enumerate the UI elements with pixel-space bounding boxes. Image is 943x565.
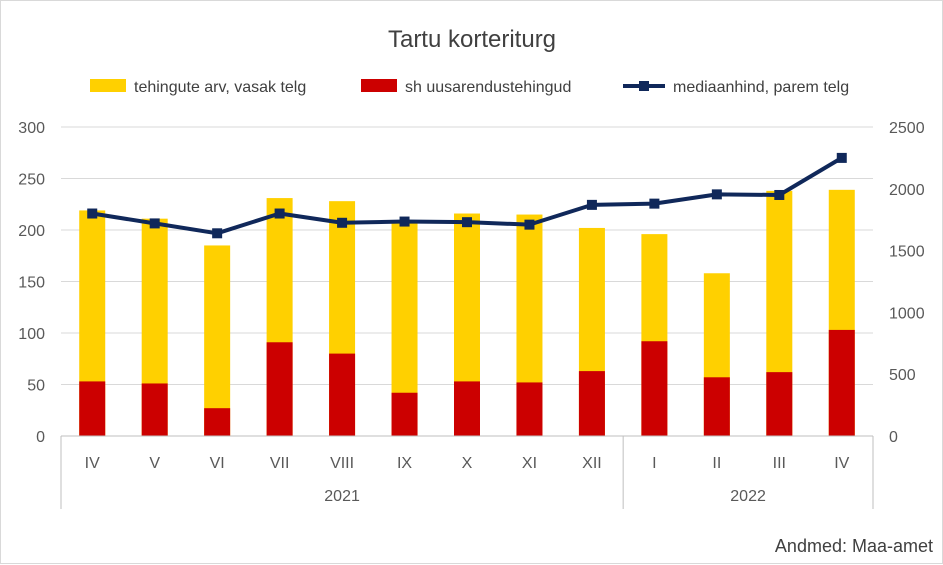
point-mediaanhind	[586, 199, 597, 210]
y-right-tick-label: 1500	[889, 244, 925, 261]
bar-uusarendustehingud	[766, 372, 793, 436]
bar-uusarendustehingud	[329, 353, 356, 436]
axes: 0 50 100 150 200 250 300 0 500 1000 1500 2000 2500 20…	[18, 120, 925, 509]
bar-uusarendustehingud	[828, 329, 855, 436]
x-axis-tick-label: V	[149, 455, 160, 472]
y-left-tick-label: 100	[18, 326, 45, 343]
point-mediaanhind	[149, 218, 160, 229]
y-left-tick-label: 300	[18, 120, 45, 137]
bar-uusarendustehingud	[454, 381, 480, 436]
bar-uusarendustehingud	[141, 383, 168, 436]
source-note: Andmed: Maa-amet	[775, 536, 933, 556]
y-left-tick-label: 50	[27, 378, 45, 395]
x-axis-tick-label: IV	[85, 455, 100, 472]
x-axis-tick-label: X	[462, 455, 473, 472]
bar-uusarendustehingud	[516, 382, 543, 436]
bar-uusarendustehingud	[391, 392, 418, 436]
legend-swatch-uusarendustehingud	[361, 79, 397, 92]
chart-title: Tartu korteriturg	[388, 26, 556, 53]
y-right-tick-label: 2500	[889, 120, 925, 137]
y-left-tick-label: 200	[18, 223, 45, 240]
y-left-tick-label: 150	[18, 275, 45, 292]
x-axis-tick-label: VII	[270, 455, 290, 472]
point-mediaanhind	[649, 198, 660, 209]
point-mediaanhind	[274, 208, 285, 219]
x-axis-tick-label: III	[773, 455, 786, 472]
legend: tehingute arv, vasak telg sh uusarendust…	[90, 79, 849, 96]
point-mediaanhind	[774, 189, 785, 200]
bar-tehingute-arv	[204, 245, 231, 436]
x-axis-tick-label: I	[652, 455, 656, 472]
point-mediaanhind	[462, 217, 472, 228]
point-mediaanhind	[836, 152, 847, 163]
bar-uusarendustehingud	[204, 408, 231, 436]
y-right-tick-label: 500	[889, 367, 916, 384]
median-price-line	[87, 152, 847, 239]
y-right-tick-label: 2000	[889, 182, 925, 199]
x-axis-tick-label: II	[712, 455, 721, 472]
x-axis-tick-label: VIII	[330, 455, 354, 472]
bar-uusarendustehingud	[79, 381, 106, 436]
x-axis-group-label: 2022	[730, 488, 766, 505]
legend-swatch-tehingute-arv	[90, 79, 126, 92]
y-left-tick-label: 0	[36, 429, 45, 446]
legend-label-uusarendustehingud: sh uusarendustehingud	[405, 79, 571, 96]
legend-label-mediaanhind: mediaanhind, parem telg	[673, 79, 849, 96]
y-right-tick-label: 0	[889, 429, 898, 446]
point-mediaanhind	[337, 217, 348, 228]
x-axis-group-label: 2021	[324, 488, 360, 505]
x-axis-tick-label: VI	[210, 455, 225, 472]
y-right-tick-label: 1000	[889, 305, 925, 322]
point-mediaanhind	[87, 208, 98, 219]
y-left-tick-label: 250	[18, 172, 45, 189]
bar-uusarendustehingud	[703, 377, 730, 436]
bar-uusarendustehingud	[578, 371, 605, 436]
point-mediaanhind	[524, 219, 535, 230]
legend-marker-mediaanhind	[639, 81, 649, 91]
bar-uusarendustehingud	[266, 342, 293, 436]
x-axis-tick-label: XII	[582, 455, 602, 472]
point-mediaanhind	[711, 189, 722, 200]
bar-uusarendustehingud	[641, 341, 668, 436]
x-axis-tick-label: XI	[522, 455, 537, 472]
point-mediaanhind	[212, 228, 223, 239]
x-axis-tick-label: IX	[397, 455, 412, 472]
x-axis-tick-label: IV	[834, 455, 849, 472]
point-mediaanhind	[399, 216, 410, 227]
bars	[79, 189, 855, 436]
legend-label-tehingute-arv: tehingute arv, vasak telg	[134, 79, 306, 96]
